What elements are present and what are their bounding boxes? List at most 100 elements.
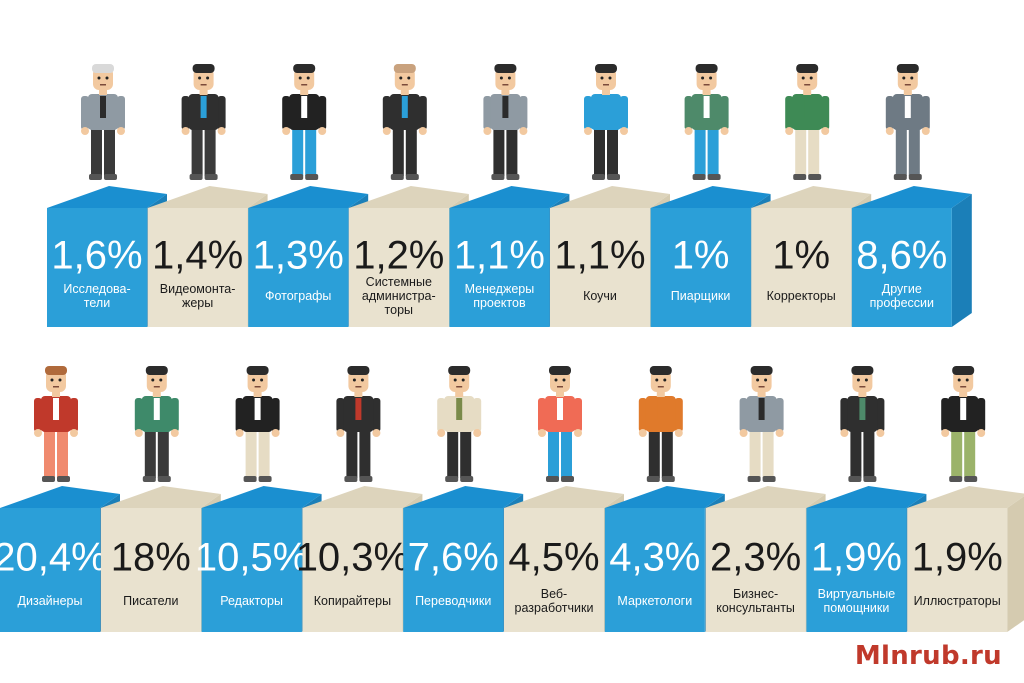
figure-mouth [100, 84, 106, 86]
figure-eye [562, 378, 566, 382]
figure-hand [684, 127, 693, 135]
figure-hand [921, 127, 930, 135]
tile-face [449, 208, 550, 327]
figure-leg [951, 428, 963, 478]
figure-leg [964, 428, 976, 478]
figure-eye [864, 378, 868, 382]
figure-shoe [646, 476, 660, 482]
figure-eye [756, 378, 760, 382]
figure-leg [762, 428, 774, 478]
percent-label: 20,4% [0, 536, 107, 580]
tile-face [604, 508, 705, 632]
tile-roof [449, 186, 570, 208]
figure-neck [253, 390, 262, 397]
figure-hand [473, 429, 482, 437]
figure-mouth [859, 386, 866, 388]
percent-label: 4,5% [508, 536, 599, 580]
figure-shoe [762, 476, 776, 482]
figure-mouth [200, 84, 207, 86]
figure-eye [260, 378, 264, 382]
figure-tie [960, 398, 967, 420]
figure-shoe [949, 476, 963, 482]
figure-mouth [657, 386, 664, 388]
tile-side [1007, 496, 1024, 632]
figure-shoe [607, 174, 620, 180]
figure-arm [574, 398, 582, 432]
person-figure [684, 64, 729, 180]
figure-arm [483, 96, 492, 130]
figure-eye [298, 76, 302, 80]
figure-leg [908, 126, 920, 176]
category-label-line: Копирайтеры [314, 594, 391, 608]
figure-mouth [301, 84, 308, 86]
figure-leg [144, 428, 156, 478]
tile-face [751, 208, 852, 327]
figure-hand [620, 127, 628, 135]
person-figure [235, 366, 280, 482]
figure-mouth [904, 84, 911, 86]
figure-shoe [848, 476, 862, 482]
figure-tie [859, 398, 866, 420]
tile-roof [302, 486, 423, 508]
figure-tie [758, 398, 765, 420]
figure-hair [45, 366, 67, 375]
tile-face [248, 208, 349, 327]
figure-hand [382, 127, 391, 135]
figure-arm [739, 398, 748, 432]
figure-eye [352, 378, 356, 382]
figure-arm [271, 398, 280, 432]
figure-shoe [661, 476, 675, 482]
figure-arm [336, 398, 345, 432]
figure-head [550, 370, 570, 392]
category-label-line: проектов [473, 296, 526, 310]
profession-tile: 1,6% Исследова-тели [47, 64, 167, 327]
tile-roof [650, 186, 771, 208]
figure-hand [775, 429, 784, 437]
figure-hand [574, 429, 582, 437]
figure-eye [655, 378, 659, 382]
tile-face [201, 508, 302, 632]
category-label: Дизайнеры [18, 594, 83, 608]
figure-leg [245, 428, 257, 478]
figure-head [193, 68, 214, 90]
figure-head [294, 68, 315, 90]
figure-hair [952, 366, 975, 375]
category-label-line: Пиарщики [671, 289, 731, 303]
figure-hair [494, 64, 517, 73]
tile-face [147, 208, 248, 327]
percent-label: 2,3% [710, 536, 801, 580]
figure-hand [720, 127, 729, 135]
figure-tie [401, 96, 408, 118]
figure-arm [437, 398, 446, 432]
figure-eye [957, 378, 961, 382]
person-figure [885, 64, 930, 180]
figure-arm [418, 96, 427, 130]
figure-hand [674, 429, 683, 437]
category-label-line: профессии [870, 296, 934, 310]
figure-mouth [703, 84, 710, 86]
category-label-line: тели [84, 296, 110, 310]
figure-shoe [460, 476, 474, 482]
figure-shoe [561, 476, 574, 482]
figure-leg [157, 428, 169, 478]
figure-eye [360, 378, 364, 382]
figure-hand [372, 429, 381, 437]
figure-hand [170, 429, 179, 437]
figure-shoe [290, 174, 304, 180]
top-row: 1,6% Исследова-тели 1,4% Видеомонта-жеры 1,3… [47, 64, 972, 327]
figure-neck [52, 390, 60, 397]
figure-hand [739, 429, 748, 437]
figure-mouth [603, 84, 609, 86]
category-label-line: помощники [823, 601, 889, 615]
figure-mouth [153, 386, 160, 388]
tile-roof [47, 186, 167, 208]
figure-arm [217, 96, 226, 130]
category-label-line: Переводчики [415, 594, 491, 608]
category-label: Системные администра-торы [362, 275, 436, 317]
figure-tie [153, 398, 160, 420]
figure-arm [382, 96, 391, 130]
percent-label: 10,5% [195, 536, 308, 580]
tile-roof [705, 486, 826, 508]
figure-tie [904, 96, 911, 118]
figure-leg [91, 126, 102, 176]
